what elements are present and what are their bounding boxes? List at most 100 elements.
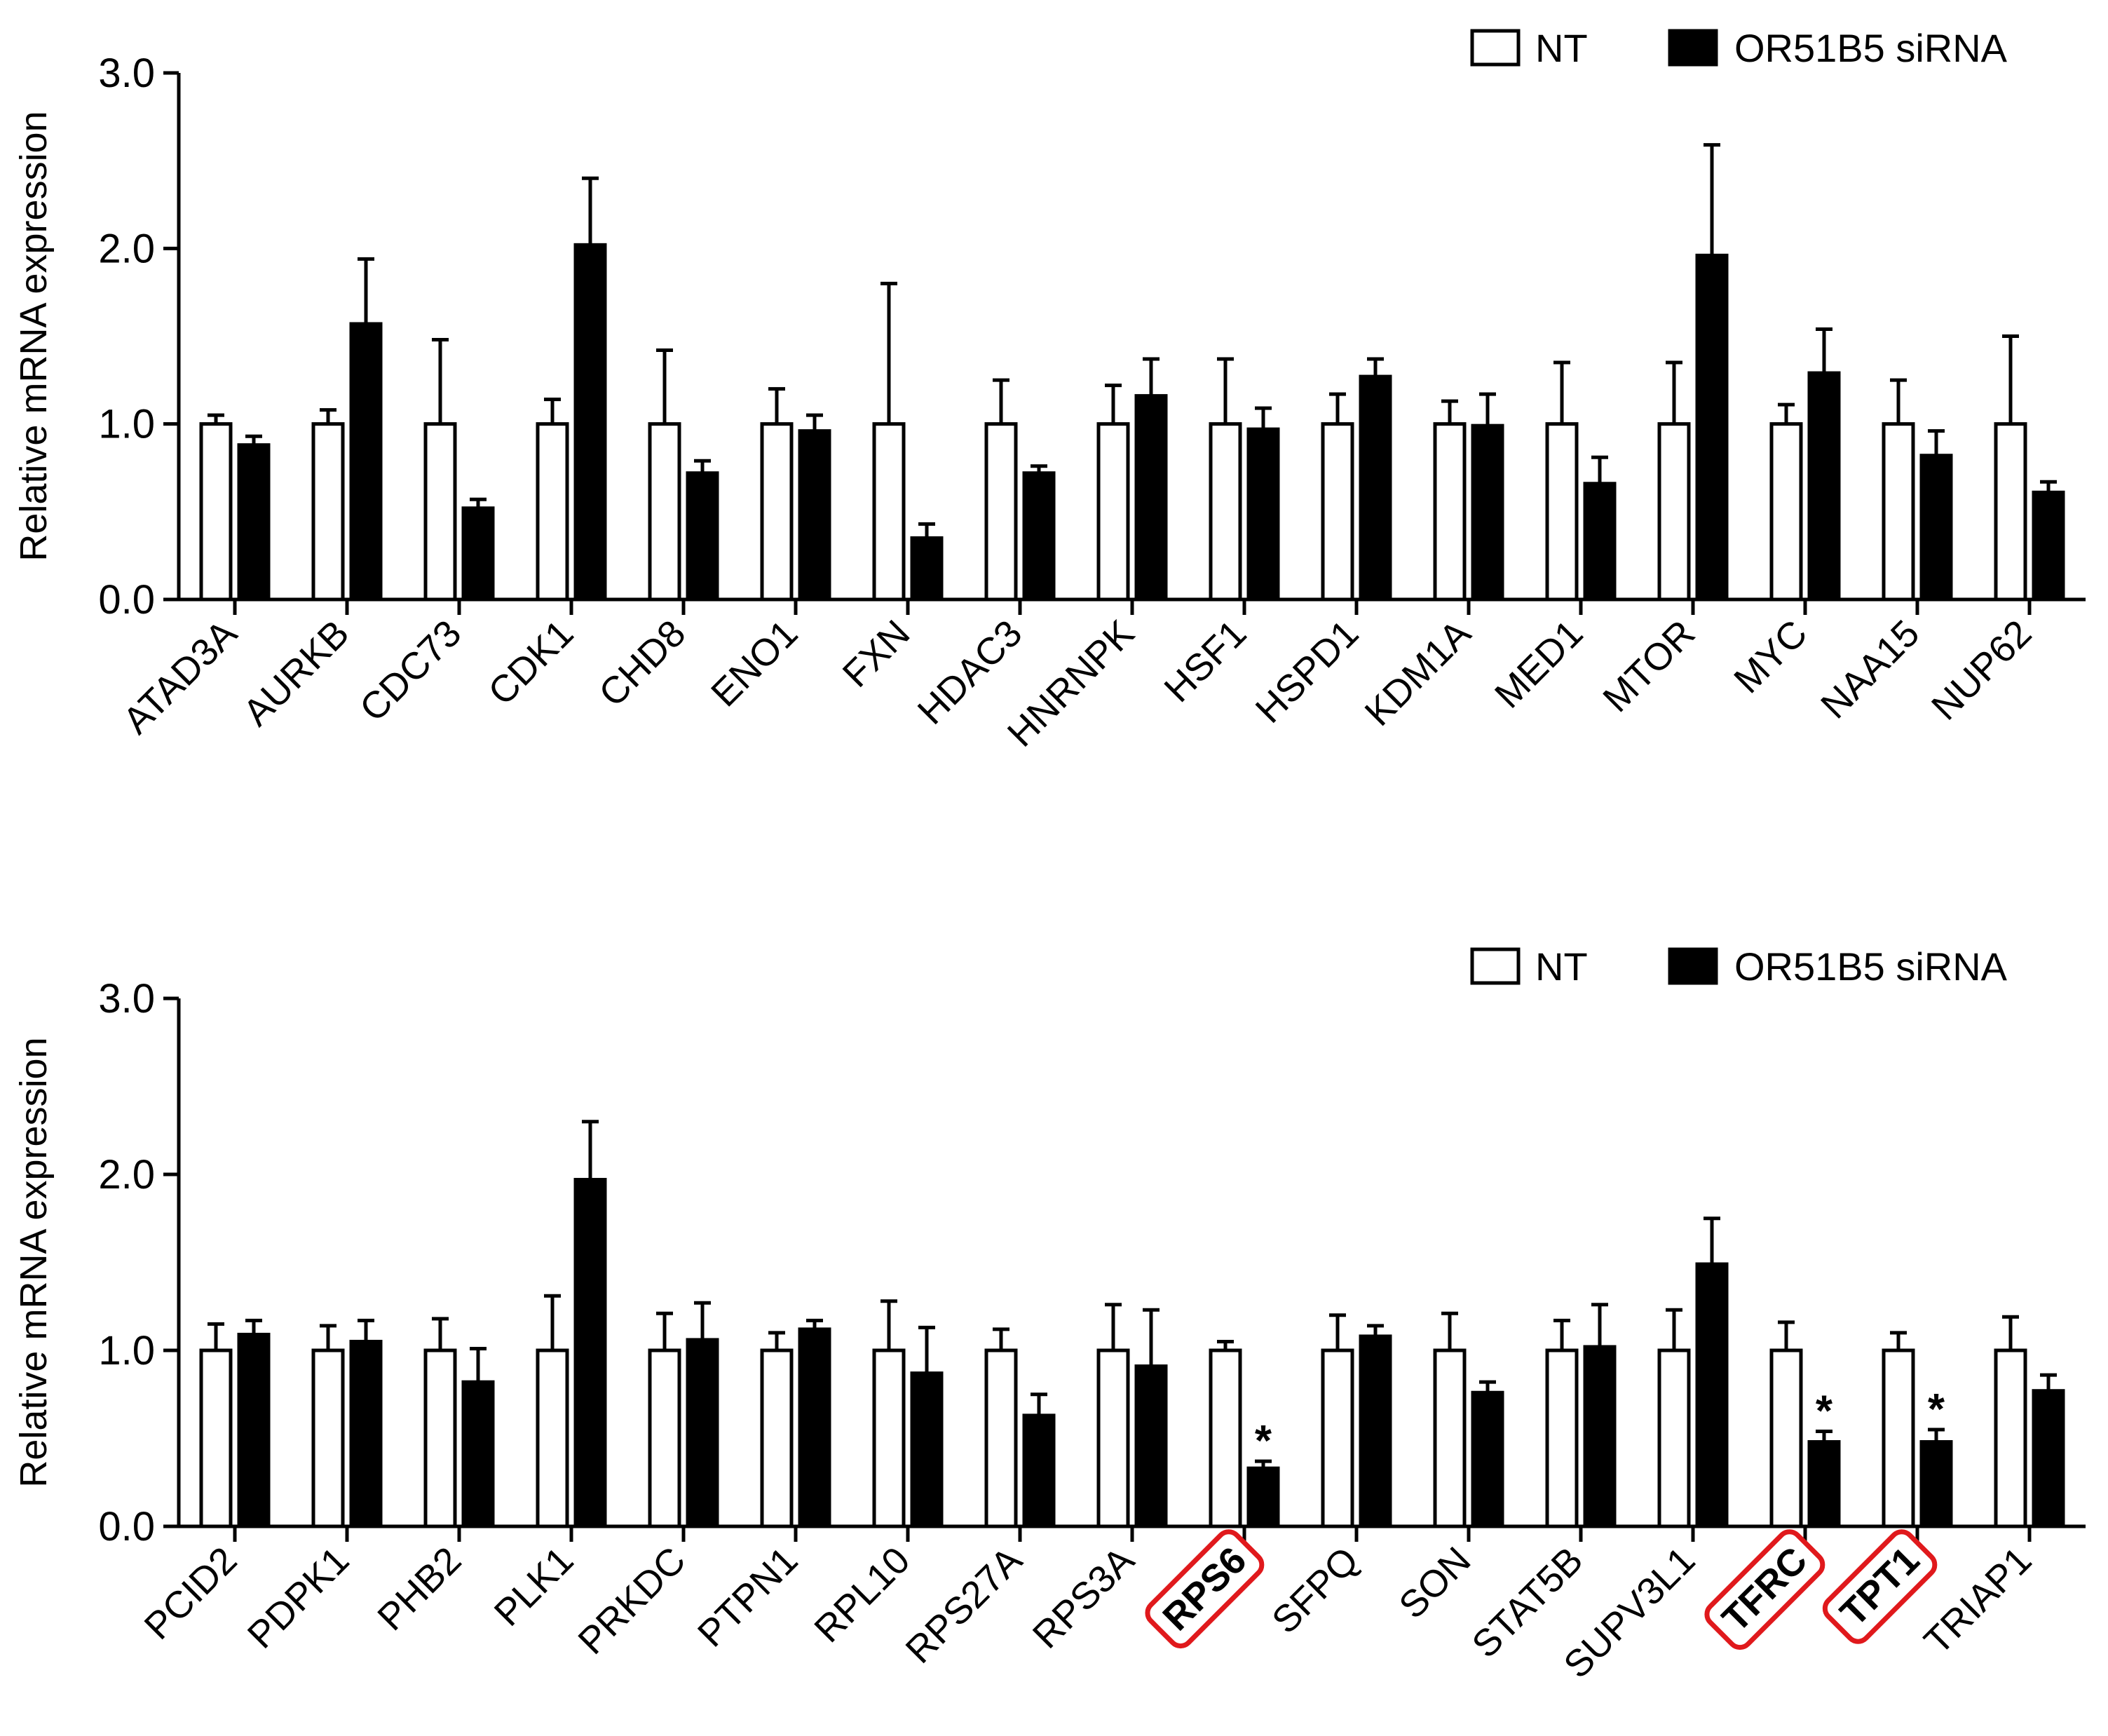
significance-marker: *: [1816, 1387, 1833, 1435]
bar-nt: [199, 1348, 233, 1528]
x-tick-label: NUP62: [1924, 612, 2040, 728]
x-tick-label: CDK1: [480, 612, 581, 713]
bar-sirna: [1022, 1413, 1056, 1528]
bar-nt: [1994, 422, 2027, 602]
bar-sirna: [798, 1327, 831, 1528]
bar-sirna: [1695, 1262, 1729, 1528]
x-tick-label: HSPD1: [1248, 612, 1367, 731]
bar-sirna: [1807, 371, 1841, 602]
bar-nt: [648, 422, 681, 602]
x-tick-label: PCID2: [137, 1539, 245, 1648]
bar-nt: [1209, 422, 1242, 602]
y-axis-title: Relative mRNA expression: [13, 1037, 55, 1487]
bar-nt: [984, 422, 1018, 602]
bar-sirna: [1134, 1364, 1168, 1528]
bar-sirna: [461, 1380, 495, 1528]
bar-sirna: [1246, 427, 1280, 602]
bar-nt: [1096, 422, 1130, 602]
x-tick-label: PRKDC: [570, 1539, 693, 1662]
bar-sirna: [1022, 471, 1056, 602]
y-tick-label: 1.0: [98, 402, 155, 447]
bar-sirna: [1919, 454, 1953, 602]
y-tick-label: 0.0: [98, 577, 155, 623]
bar-sirna: [686, 471, 719, 602]
bar-nt: [1882, 1348, 1915, 1528]
highlight-box: [1822, 1529, 1938, 1644]
x-tick-label: MTOR: [1595, 612, 1703, 720]
legend-label-sirna: OR51B5 siRNA: [1734, 26, 2008, 70]
significance-marker: *: [1928, 1385, 1945, 1434]
bar-nt: [423, 422, 457, 602]
bar-nt: [1769, 422, 1803, 602]
x-tick-label: CHD8: [591, 612, 693, 714]
x-tick-label: FXN: [835, 612, 918, 696]
x-tick-label: AURKB: [236, 612, 358, 734]
bar-sirna: [2032, 1389, 2065, 1528]
bar-nt: [199, 422, 233, 602]
x-tick-label: RPL10: [806, 1539, 918, 1650]
bar-sirna: [1471, 1390, 1504, 1528]
bar-sirna: [573, 1178, 607, 1528]
legend-swatch-nt: [1470, 947, 1521, 985]
bar-nt: [1657, 1348, 1691, 1528]
y-tick-label: 2.0: [98, 1152, 155, 1198]
bar-sirna: [461, 506, 495, 602]
chart-panel-2: 0.0 1.0 2.0 3.0 Relative mRNA expression PCID…: [13, 944, 2086, 1686]
chart-panel-1: 0.0 1.0 2.0 3.0 Relative mRNA expression ATAD…: [13, 26, 2086, 755]
bar-nt: [1096, 1348, 1130, 1528]
y-tick-label: 3.0: [98, 976, 155, 1022]
bar-nt: [872, 422, 906, 602]
x-tick-label: SFPQ: [1264, 1539, 1366, 1641]
bar-nt: [760, 1348, 794, 1528]
bar-nt: [423, 1348, 457, 1528]
bar-sirna: [910, 1371, 944, 1528]
bar-nt: [1433, 1348, 1467, 1528]
bar-sirna: [1583, 482, 1617, 602]
x-tick-label: NAA15: [1813, 612, 1927, 726]
x-tick-label: MYC: [1726, 612, 1815, 701]
bar-nt: [1321, 422, 1354, 602]
bar-nt: [648, 1348, 681, 1528]
x-tick-label: PLK1: [487, 1539, 582, 1634]
x-tick-label: SON: [1391, 1539, 1478, 1627]
bar-nt: [1209, 1348, 1242, 1528]
bar-nt: [984, 1348, 1018, 1528]
bar-nt: [311, 422, 345, 602]
bar-sirna: [237, 443, 271, 602]
y-tick-label: 2.0: [98, 226, 155, 271]
x-tick-label: KDM1A: [1357, 612, 1479, 734]
legend-swatch-sirna: [1668, 29, 1718, 67]
y-tick-label: 3.0: [98, 50, 155, 96]
bar-sirna: [1919, 1440, 1953, 1528]
y-tick-label: 0.0: [98, 1504, 155, 1549]
x-tick-label: PHB2: [369, 1539, 469, 1639]
legend: NT OR51B5 siRNA: [1470, 944, 2008, 989]
bar-sirna: [686, 1338, 719, 1528]
legend-swatch-sirna: [1668, 947, 1718, 985]
y-axis-title: Relative mRNA expression: [13, 111, 55, 561]
bar-sirna: [1583, 1345, 1617, 1528]
x-tick-label: PDPK1: [240, 1539, 358, 1657]
bar-nt: [1769, 1348, 1803, 1528]
bar-nt: [1545, 1348, 1579, 1528]
significance-marker: *: [1255, 1417, 1272, 1465]
bar-sirna: [1807, 1440, 1841, 1528]
legend: NT OR51B5 siRNA: [1470, 26, 2008, 70]
x-tick-label: MED1: [1487, 612, 1591, 717]
bar-nt: [1657, 422, 1691, 602]
highlight-box: [1704, 1529, 1825, 1650]
y-tick-label: 1.0: [98, 1328, 155, 1374]
x-tick-label: HSF1: [1156, 612, 1254, 710]
bar-sirna: [1471, 423, 1504, 602]
bar-nt: [311, 1348, 345, 1528]
x-tick-label: RPS3A: [1025, 1539, 1143, 1657]
bar-nt: [760, 422, 794, 602]
bar-sirna: [349, 322, 383, 602]
legend-swatch-nt: [1470, 29, 1521, 67]
bar-nt: [1545, 422, 1579, 602]
legend-label-nt: NT: [1535, 944, 1588, 989]
bar-nt: [1994, 1348, 2027, 1528]
bar-nt: [1433, 422, 1467, 602]
